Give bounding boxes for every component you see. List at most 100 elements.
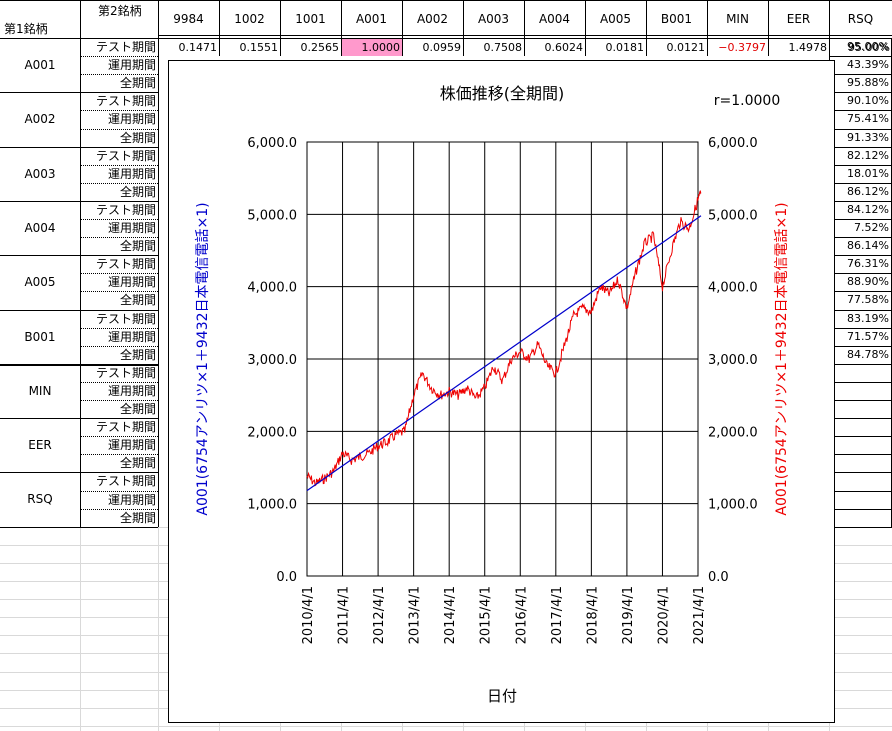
y-tick-label-left: 4,000.0: [247, 281, 297, 296]
rsq-value[interactable]: 71.57%: [847, 329, 889, 343]
value-cell[interactable]: 0.0959: [422, 41, 462, 54]
period-label[interactable]: テスト期間: [95, 365, 156, 380]
grid-line: [829, 509, 892, 510]
rsq-value[interactable]: 84.12%: [847, 202, 889, 216]
rsq-value[interactable]: 90.10%: [847, 94, 889, 108]
period-label[interactable]: 全期間: [119, 76, 156, 91]
column-header[interactable]: 1001: [295, 12, 326, 26]
column-header[interactable]: B001: [660, 12, 693, 26]
value-cell[interactable]: 0.1471: [178, 41, 218, 54]
period-label[interactable]: テスト期間: [95, 40, 156, 54]
row-group-name[interactable]: A002: [24, 112, 56, 127]
corner-second-label[interactable]: 第2銘柄: [98, 4, 142, 18]
period-label[interactable]: テスト期間: [95, 94, 156, 109]
column-header[interactable]: A004: [538, 12, 571, 26]
value-cell[interactable]: 0.2565: [300, 41, 340, 54]
x-tick-label: 2011/4/1: [337, 586, 352, 644]
row-group-name[interactable]: A001: [24, 58, 56, 72]
rsq-value[interactable]: 88.90%: [847, 275, 889, 289]
column-header[interactable]: 9984: [173, 12, 204, 26]
row-group-name[interactable]: A005: [24, 275, 56, 290]
grid-line: [829, 129, 892, 130]
chart-panel[interactable]: 株価推移(全期間) r=1.0000 0.0 1,000.0 2,000.0 3,00…: [168, 60, 835, 723]
column-header[interactable]: 1002: [234, 12, 265, 26]
rsq-value[interactable]: 18.01%: [847, 166, 889, 180]
row-group-name[interactable]: EER: [28, 438, 52, 453]
row-group-name[interactable]: RSQ: [27, 492, 53, 507]
period-label[interactable]: 全期間: [119, 456, 156, 471]
column-header[interactable]: A005: [599, 12, 632, 26]
row-group-name[interactable]: B001: [24, 329, 56, 344]
x-tick-label: 2019/4/1: [621, 586, 636, 644]
period-label[interactable]: 全期間: [119, 510, 156, 525]
period-label[interactable]: テスト期間: [95, 420, 156, 435]
period-label[interactable]: 運用期間: [107, 166, 156, 181]
column-header[interactable]: A003: [477, 12, 510, 26]
rsq-value[interactable]: 95.00%: [847, 40, 889, 53]
row-group-name[interactable]: A004: [24, 220, 56, 235]
column-header[interactable]: RSQ: [847, 12, 874, 26]
grid-line: [829, 92, 892, 93]
rsq-value[interactable]: 91.33%: [847, 130, 889, 144]
period-label[interactable]: 全期間: [119, 184, 156, 199]
column-header[interactable]: A001: [355, 12, 388, 26]
grid-line: [829, 291, 892, 292]
value-cell[interactable]: −0.3797: [718, 41, 766, 54]
grid-line: [80, 237, 158, 238]
value-cell[interactable]: 0.0121: [666, 41, 706, 54]
grid-line: [80, 454, 158, 455]
period-label[interactable]: 全期間: [119, 293, 156, 308]
grid-line: [0, 201, 158, 202]
value-cell[interactable]: 0.1551: [239, 41, 279, 54]
value-cell[interactable]: 0.6024: [544, 41, 584, 54]
period-label[interactable]: 運用期間: [107, 329, 156, 344]
grid-line: [829, 0, 830, 57]
chart-title: 株価推移(全期間): [440, 84, 565, 103]
period-label[interactable]: 運用期間: [107, 221, 156, 235]
period-label[interactable]: 運用期間: [107, 275, 156, 290]
period-label[interactable]: テスト期間: [95, 474, 156, 489]
x-tick-label: 2020/4/1: [656, 586, 671, 644]
rsq-value[interactable]: 82.12%: [847, 148, 889, 162]
period-label[interactable]: 運用期間: [107, 492, 156, 507]
period-label[interactable]: 全期間: [119, 239, 156, 254]
grid-line: [80, 291, 158, 292]
rsq-value[interactable]: 77.58%: [847, 293, 889, 307]
column-header[interactable]: MIN: [726, 12, 749, 26]
period-label[interactable]: テスト期間: [95, 148, 156, 163]
value-cell[interactable]: 1.4978: [788, 41, 828, 54]
grid-line: [829, 183, 892, 184]
period-label[interactable]: テスト期間: [95, 202, 156, 217]
period-label[interactable]: テスト期間: [95, 257, 156, 272]
x-tick-label: 2013/4/1: [408, 586, 423, 644]
period-label[interactable]: 全期間: [119, 402, 156, 416]
grid-line: [0, 418, 158, 419]
period-label[interactable]: 運用期間: [107, 58, 156, 73]
rsq-value[interactable]: 43.39%: [847, 58, 889, 72]
grid-line: [280, 0, 281, 57]
value-cell[interactable]: 95.00%: [848, 41, 890, 54]
y-axis-right-label: A001(6754アンリツ×1＋9432日本電信電話×1): [773, 202, 790, 515]
rsq-value[interactable]: 83.19%: [847, 311, 889, 325]
rsq-value[interactable]: 86.12%: [847, 184, 889, 198]
period-label[interactable]: 全期間: [119, 347, 156, 362]
value-cell[interactable]: 0.0181: [605, 41, 645, 54]
row-group-name[interactable]: A003: [24, 166, 56, 181]
rsq-value[interactable]: 75.41%: [847, 112, 889, 126]
rsq-value[interactable]: 86.14%: [847, 239, 889, 253]
column-header[interactable]: EER: [786, 12, 811, 26]
value-cell[interactable]: 1.0000: [342, 39, 402, 57]
period-label[interactable]: テスト期間: [95, 311, 156, 326]
period-label[interactable]: 運用期間: [107, 112, 156, 127]
row-group-name[interactable]: MIN: [28, 383, 52, 398]
value-cell[interactable]: 0.7508: [483, 41, 523, 54]
corner-first-label[interactable]: 第1銘柄: [4, 22, 48, 36]
column-header[interactable]: A002: [416, 12, 449, 26]
period-label[interactable]: 運用期間: [107, 383, 156, 398]
rsq-value[interactable]: 84.78%: [847, 347, 889, 361]
rsq-value[interactable]: 95.88%: [847, 76, 889, 90]
period-label[interactable]: 全期間: [119, 130, 156, 145]
period-label[interactable]: 運用期間: [107, 438, 156, 453]
rsq-value[interactable]: 76.31%: [847, 257, 889, 271]
rsq-value[interactable]: 7.52%: [854, 221, 889, 234]
